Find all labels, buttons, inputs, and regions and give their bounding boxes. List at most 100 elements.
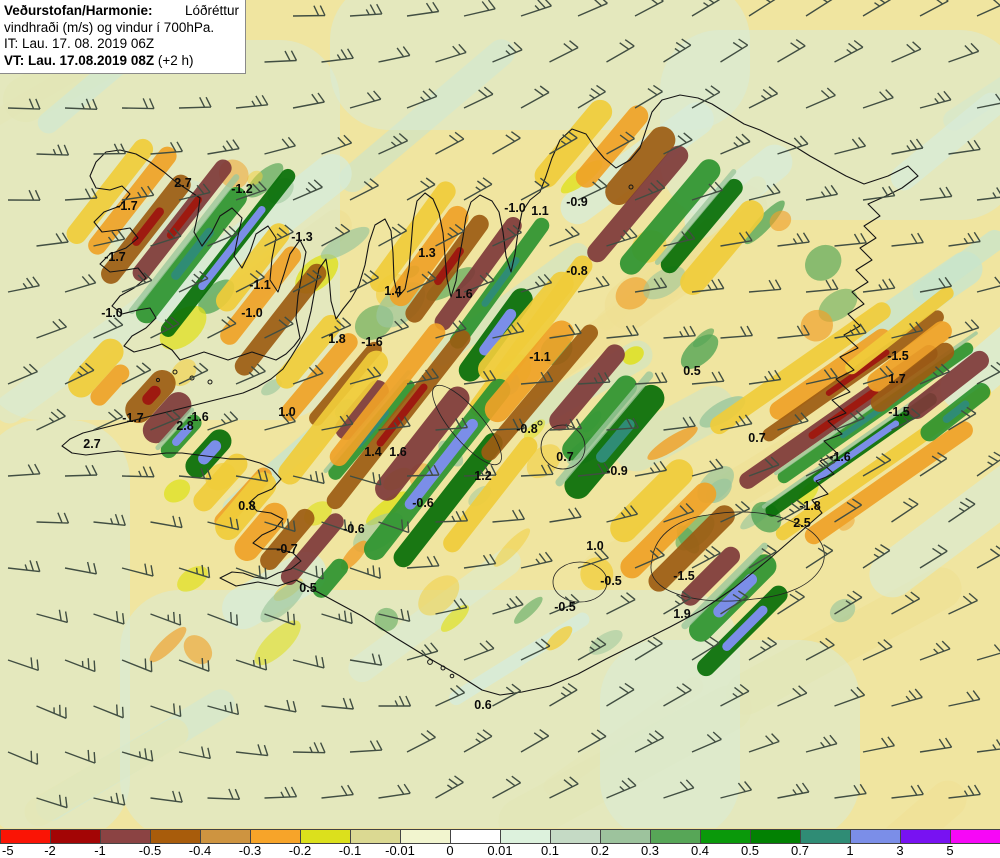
- extremum-value-label: -1.5: [888, 405, 910, 419]
- wind-barb: [748, 369, 782, 385]
- wind-barb: [520, 371, 554, 385]
- legend-tick-label: -0.4: [188, 843, 212, 858]
- extremum-value-label: 0.7: [556, 450, 573, 464]
- wind-barbs: [7, 0, 1000, 809]
- wind-barb: [891, 408, 921, 431]
- wind-barb: [292, 364, 324, 385]
- wind-barb: [349, 653, 383, 666]
- legend-segment: [800, 830, 850, 843]
- wind-barb: [207, 788, 241, 800]
- wind-barb: [378, 132, 409, 155]
- wind-barb: [178, 467, 212, 480]
- wind-barb: [777, 782, 810, 799]
- wind-barb: [463, 0, 496, 17]
- extremum-value-label: 0.5: [683, 364, 700, 378]
- legend-segment: [100, 830, 150, 843]
- wind-barb: [663, 779, 695, 799]
- wind-barb: [634, 460, 668, 477]
- wind-barb: [463, 177, 493, 201]
- wind-barb: [663, 416, 696, 431]
- wind-barb: [150, 515, 183, 529]
- wind-barb: [435, 684, 466, 707]
- wind-barb: [720, 133, 751, 155]
- extremum-value-label: 1.6: [389, 445, 406, 459]
- wind-barb: [805, 0, 833, 17]
- wind-barb: [178, 362, 209, 385]
- wind-barb: [834, 686, 866, 707]
- wind-barb: [406, 368, 439, 385]
- extremum-value-label: 1.7: [888, 372, 905, 386]
- wind-barb: [691, 181, 724, 201]
- wind-barb: [805, 734, 838, 753]
- wind-barb: [150, 790, 183, 803]
- legend-tick-label: 0.2: [590, 843, 610, 858]
- wind-barb: [463, 553, 497, 569]
- wind-barb: [463, 370, 497, 385]
- wind-barb: [264, 136, 296, 155]
- wind-barb: [634, 372, 668, 385]
- extremum-value-label: -1.7: [104, 250, 126, 264]
- legend-segment: [550, 830, 600, 843]
- wind-barb: [235, 469, 269, 482]
- extremum-value-label: -1.6: [829, 450, 851, 464]
- wind-barb: [606, 417, 640, 431]
- wind-barb: [720, 500, 751, 523]
- wind-barb: [7, 276, 40, 293]
- wind-barb: [606, 131, 635, 155]
- wind-barb: [748, 544, 777, 569]
- wind-barb: [834, 323, 867, 339]
- coastline-layer: [61, 94, 919, 696]
- wind-barb: [976, 361, 1000, 385]
- wind-barb: [121, 748, 154, 762]
- extremum-value-label: -0.8: [566, 264, 588, 278]
- wind-barb: [549, 776, 579, 799]
- wind-barb: [349, 472, 382, 486]
- wind-barb: [463, 86, 494, 109]
- wind-barb: [805, 454, 836, 477]
- legend-segment: [900, 830, 950, 843]
- wind-barb: [64, 749, 96, 764]
- wind-barb: [235, 744, 269, 757]
- wind-barb: [777, 232, 810, 247]
- wind-barb: [435, 43, 467, 63]
- hofsjokull-outline: [540, 424, 586, 470]
- extremum-value-label: -1.5: [887, 349, 909, 363]
- wind-barb: [976, 187, 1000, 201]
- wind-barb: [235, 270, 265, 293]
- wind-barb: [321, 784, 354, 799]
- wind-barb: [549, 323, 582, 339]
- wind-barb: [691, 458, 724, 477]
- wind-barb: [748, 636, 778, 661]
- legend-tick-label: -0.5: [138, 843, 162, 858]
- wave-band-group: [845, 286, 991, 442]
- wind-barb: [720, 683, 750, 707]
- extremum-value-label: 2.5: [793, 516, 810, 530]
- legend-tick-label: 0: [446, 843, 454, 858]
- extremum-value-label: 2.7: [83, 437, 100, 451]
- wind-barb: [435, 131, 465, 155]
- wind-barb: [492, 131, 521, 155]
- extremum-value-label: 2.8: [176, 419, 193, 433]
- wind-barb: [463, 272, 495, 293]
- wind-barb: [321, 134, 353, 155]
- extremum-value-label: 0.8: [238, 499, 255, 513]
- extremum-value-label: 1.6: [455, 287, 472, 301]
- map-canvas: 2.7 -1.2 -1.7 -1.3 -1.7 -1.1 -1.0 -1.0 -1.0 1.1 -0…: [0, 0, 1000, 828]
- wind-barb: [463, 464, 497, 477]
- small-islands: [155, 184, 634, 679]
- wind-barb: [264, 699, 297, 713]
- wind-barb: [577, 84, 606, 109]
- extremum-value-label: -0.6: [343, 522, 365, 536]
- wind-barb: [891, 784, 924, 799]
- wind-barb: [492, 595, 524, 615]
- wind-barb: [321, 697, 355, 710]
- wind-barb: [663, 590, 692, 615]
- wind-barb: [634, 730, 665, 753]
- wind-barb: [577, 462, 611, 477]
- wind-barb: [777, 412, 809, 431]
- wind-barb: [321, 519, 353, 534]
- legend-tick-label: -2: [44, 843, 56, 858]
- wind-barb: [948, 319, 980, 339]
- wind-barb: [691, 85, 721, 109]
- extremum-value-label: -1.1: [249, 278, 271, 292]
